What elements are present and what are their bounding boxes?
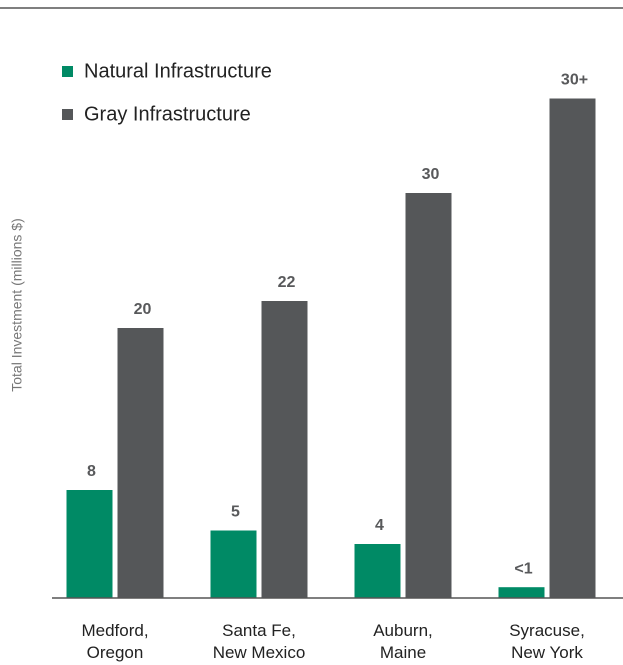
value-label: 30+ xyxy=(561,72,588,89)
x-tick-label: Santa Fe, New Mexico xyxy=(212,621,306,662)
legend-swatch xyxy=(62,109,73,120)
bar xyxy=(498,587,545,598)
value-label: 30 xyxy=(422,166,440,183)
bar xyxy=(405,193,452,598)
x-tick-label: Auburn, Maine xyxy=(373,621,433,662)
y-axis-label: Total Investment (millions $) xyxy=(9,218,25,392)
value-label: <1 xyxy=(514,560,532,577)
legend-label: Gray Infrastructure xyxy=(84,103,251,125)
legend-label: Natural Infrastructure xyxy=(84,60,272,82)
value-label: 20 xyxy=(134,301,152,318)
bar xyxy=(261,301,308,598)
bar xyxy=(117,328,164,598)
x-tick-label: Syracuse, New York xyxy=(509,621,585,662)
value-label: 8 xyxy=(87,463,96,480)
x-tick-label: Medford, Oregon xyxy=(81,621,149,662)
bar xyxy=(354,544,401,598)
value-label: 22 xyxy=(278,274,296,291)
value-label: 5 xyxy=(231,504,240,521)
legend-swatch xyxy=(62,66,73,77)
bar xyxy=(549,98,596,598)
bar xyxy=(210,530,257,598)
value-label: 4 xyxy=(375,517,384,534)
bar xyxy=(66,490,113,598)
